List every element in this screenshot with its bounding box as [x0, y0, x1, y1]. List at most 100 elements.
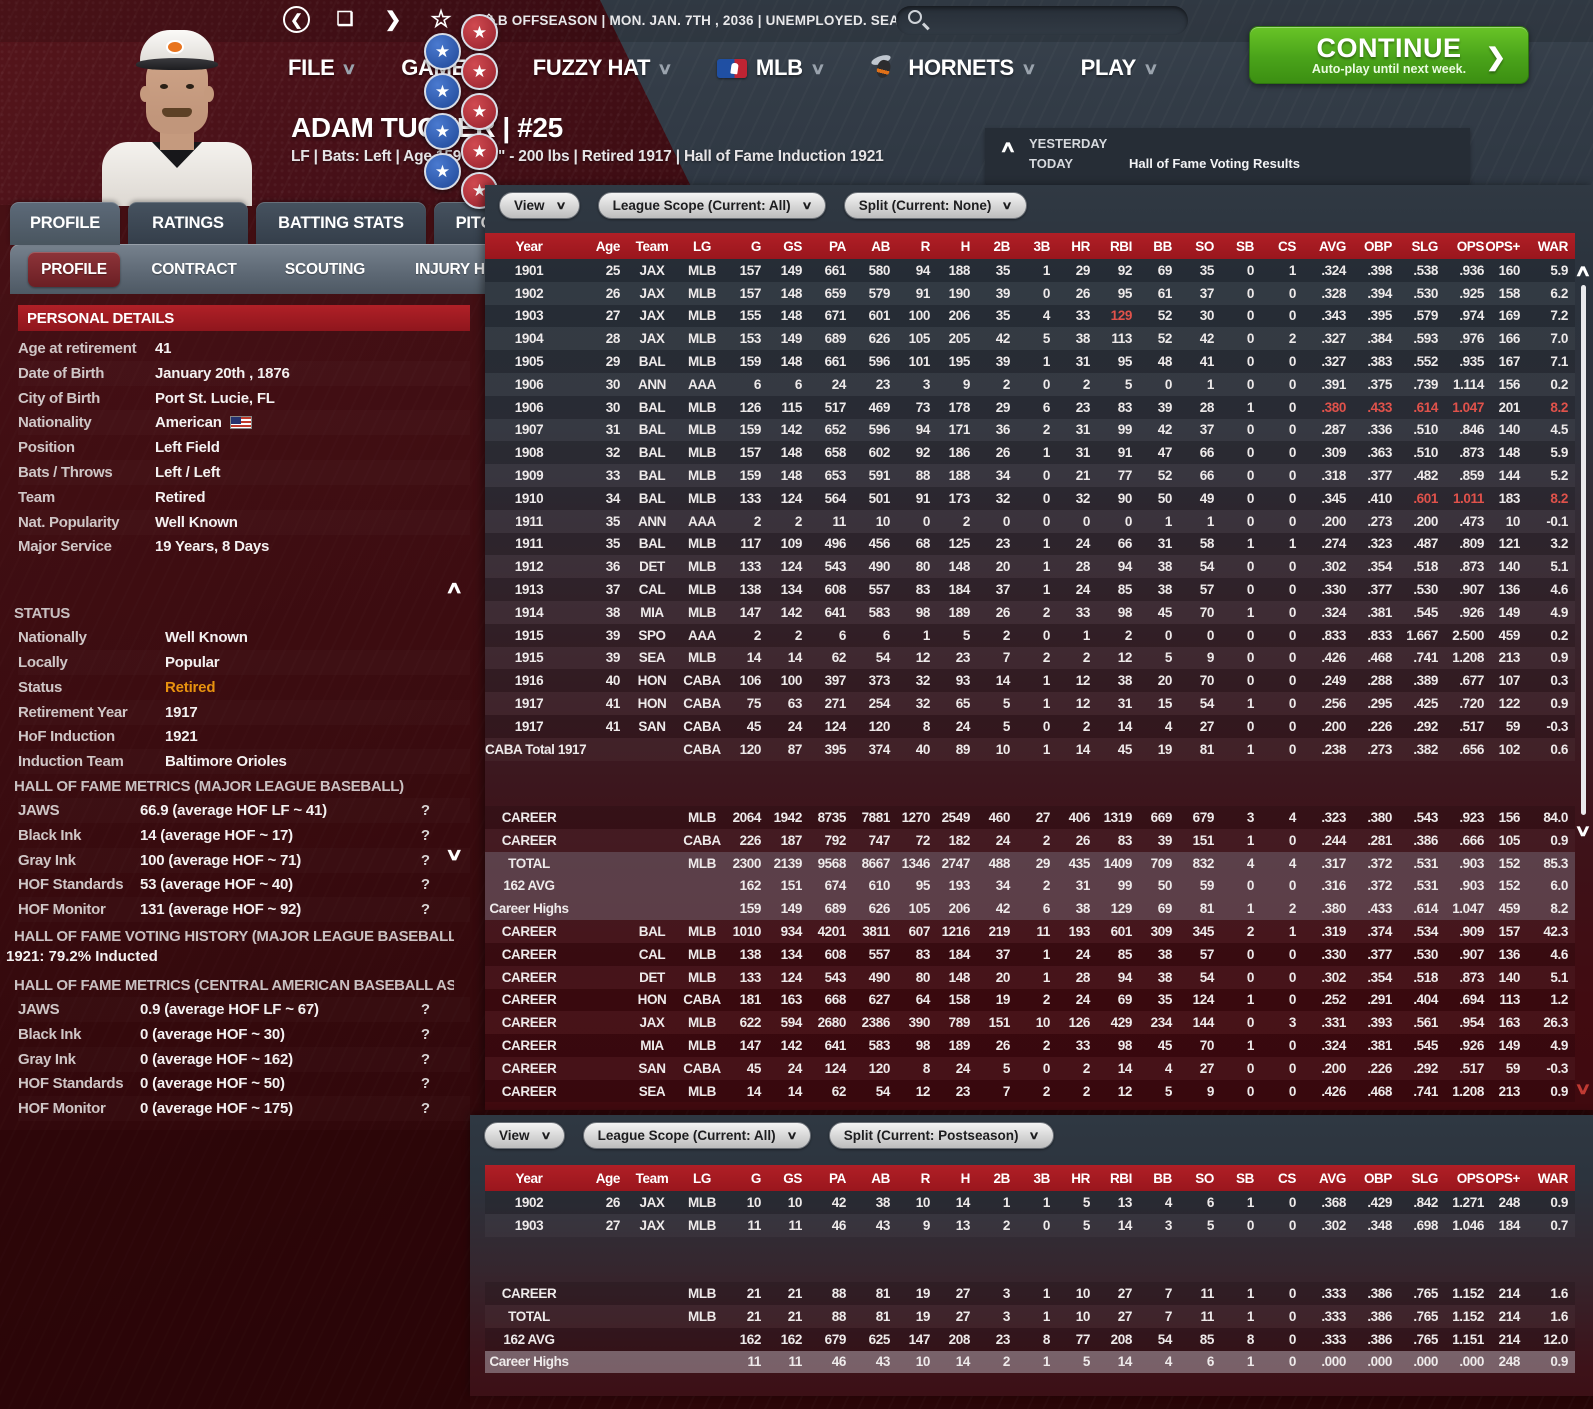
tab-batting-stats[interactable]: BATTING STATS [256, 202, 426, 245]
help-icon[interactable]: ? [420, 1050, 430, 1068]
help-icon[interactable]: ? [420, 1075, 430, 1093]
subtab-profile[interactable]: PROFILE [28, 252, 120, 287]
help-icon[interactable]: ? [420, 802, 430, 819]
back-icon[interactable]: ❮ [283, 6, 310, 33]
cell-g: 120 [739, 741, 762, 757]
forward-icon[interactable]: ❯ [384, 9, 402, 31]
column-header-age[interactable]: Age [595, 1170, 621, 1186]
column-header-lg[interactable]: LG [693, 1170, 711, 1186]
column-header-war[interactable]: WAR [1537, 238, 1569, 254]
column-header-avg[interactable]: AVG [1318, 238, 1346, 254]
continue-button[interactable]: CONTINUE Auto-play until next week. ❯ [1249, 26, 1529, 84]
column-header-hr[interactable]: HR [1071, 1170, 1090, 1186]
subtab-injury-hi[interactable]: INJURY HI [415, 260, 489, 278]
column-header-so[interactable]: SO [1195, 1170, 1214, 1186]
search-input[interactable] [896, 6, 1188, 35]
column-header-h[interactable]: H [960, 1170, 971, 1186]
column-header-pa[interactable]: PA [829, 238, 846, 254]
column-header-obp[interactable]: OBP [1363, 1170, 1392, 1186]
column-header-slg[interactable]: SLG [1411, 1170, 1438, 1186]
sidebar-scroll-down-icon[interactable]: ∨ [444, 845, 464, 864]
menu-file[interactable]: FILE ∨ [288, 55, 357, 81]
column-header-ab[interactable]: AB [871, 238, 890, 254]
column-header-obp[interactable]: OBP [1363, 238, 1392, 254]
column-header-gs[interactable]: GS [783, 238, 802, 254]
league-scope-dropdown[interactable]: League Scope (Current: All) ∨ [582, 1122, 811, 1149]
column-header-rbi[interactable]: RBI [1109, 238, 1132, 254]
cell-hr: 31 [1075, 445, 1091, 461]
table-scrollbar-thumb[interactable] [1581, 285, 1586, 815]
cell-obp: .833 [1367, 627, 1392, 643]
cell-year: Career Highs [489, 901, 569, 917]
column-header-g[interactable]: G [750, 1170, 762, 1186]
column-header-opsplus[interactable]: OPS+ [1485, 1170, 1520, 1186]
column-header-war[interactable]: WAR [1537, 1170, 1569, 1186]
column-header-year[interactable]: Year [515, 238, 543, 254]
view-dropdown[interactable]: View ∨ [484, 1122, 565, 1149]
column-header-h[interactable]: H [960, 238, 971, 254]
cell-cs: 0 [1288, 1286, 1297, 1302]
column-header-2b[interactable]: 2B [993, 1170, 1011, 1186]
column-header-age[interactable]: Age [595, 238, 621, 254]
column-header-hr[interactable]: HR [1071, 238, 1090, 254]
column-header-r[interactable]: R [920, 1170, 931, 1186]
news-row-today[interactable]: TODAY Hall of Fame Voting Results [1029, 156, 1300, 171]
view-dropdown[interactable]: View ∨ [499, 192, 580, 219]
split-dropdown[interactable]: Split (Current: None) ∨ [843, 192, 1027, 219]
column-header-cs[interactable]: CS [1278, 238, 1296, 254]
column-header-ops[interactable]: OPS [1456, 1170, 1485, 1186]
table-scroll-down-icon[interactable]: ∨ [1574, 823, 1592, 840]
star-icon[interactable]: ☆ [430, 6, 452, 33]
help-icon[interactable]: ? [420, 826, 430, 844]
menu-play[interactable]: PLAY ∨ [1081, 55, 1159, 81]
column-header-3b[interactable]: 3B [1033, 238, 1051, 254]
column-header-sb[interactable]: SB [1236, 238, 1254, 254]
tab-profile[interactable]: PROFILE [10, 202, 120, 245]
column-header-pa[interactable]: PA [829, 1170, 846, 1186]
menu-hornets[interactable]: HORNETS ∨ [869, 53, 1037, 81]
sidebar-scroll-up-icon[interactable]: ∧ [444, 578, 464, 597]
column-header-year[interactable]: Year [515, 1170, 543, 1186]
column-header-ab[interactable]: AB [871, 1170, 890, 1186]
help-icon[interactable]: ? [420, 876, 430, 894]
news-ticker[interactable]: ∧ YESTERDAY TODAY Hall of Fame Voting Re… [985, 128, 1470, 188]
column-header-rbi[interactable]: RBI [1109, 1170, 1132, 1186]
menu-mlb[interactable]: MLB ∨ [716, 55, 825, 81]
column-header-2b[interactable]: 2B [993, 238, 1011, 254]
table-scroll-up-icon[interactable]: ∧ [1574, 263, 1592, 280]
column-header-team[interactable]: Team [635, 1170, 669, 1186]
subtab-contract[interactable]: CONTRACT [151, 260, 237, 278]
column-header-team[interactable]: Team [635, 238, 669, 254]
column-header-so[interactable]: SO [1195, 238, 1214, 254]
subtab-scouting[interactable]: SCOUTING [284, 260, 366, 278]
column-header-g[interactable]: G [750, 238, 762, 254]
cell-3b: 2 [1042, 832, 1051, 848]
column-header-lg[interactable]: LG [693, 238, 711, 254]
menu-fuzzy-hat[interactable]: FUZZY HAT ∨ [533, 55, 673, 81]
column-header-bb[interactable]: BB [1153, 238, 1172, 254]
tab-ratings[interactable]: RATINGS [128, 202, 248, 245]
column-header-ops[interactable]: OPS [1456, 238, 1485, 254]
split-dropdown[interactable]: Split (Current: Postseason) ∨ [828, 1122, 1054, 1149]
help-icon[interactable]: ? [420, 851, 430, 869]
column-header-bb[interactable]: BB [1153, 1170, 1172, 1186]
window-icon[interactable]: ❏ [336, 9, 354, 30]
news-row-yesterday[interactable]: YESTERDAY [1029, 136, 1107, 151]
help-icon[interactable]: ? [420, 1100, 430, 1118]
column-header-avg[interactable]: AVG [1318, 1170, 1346, 1186]
column-header-r[interactable]: R [920, 238, 931, 254]
cell-hr: 2 [1082, 376, 1091, 392]
cell-3b: 1 [1042, 1308, 1051, 1324]
help-icon[interactable]: ? [420, 901, 430, 919]
league-scope-dropdown[interactable]: League Scope (Current: All) ∨ [597, 192, 826, 219]
help-icon[interactable]: ? [420, 1001, 430, 1018]
help-icon[interactable]: ? [420, 1025, 430, 1043]
news-scroll-up-icon[interactable]: ∧ [999, 139, 1017, 156]
column-header-opsplus[interactable]: OPS+ [1485, 238, 1520, 254]
column-header-3b[interactable]: 3B [1033, 1170, 1051, 1186]
column-header-gs[interactable]: GS [783, 1170, 802, 1186]
table-scroll-down-red-icon[interactable]: ∨ [1574, 1081, 1592, 1098]
column-header-slg[interactable]: SLG [1411, 238, 1438, 254]
column-header-sb[interactable]: SB [1236, 1170, 1254, 1186]
column-header-cs[interactable]: CS [1278, 1170, 1296, 1186]
